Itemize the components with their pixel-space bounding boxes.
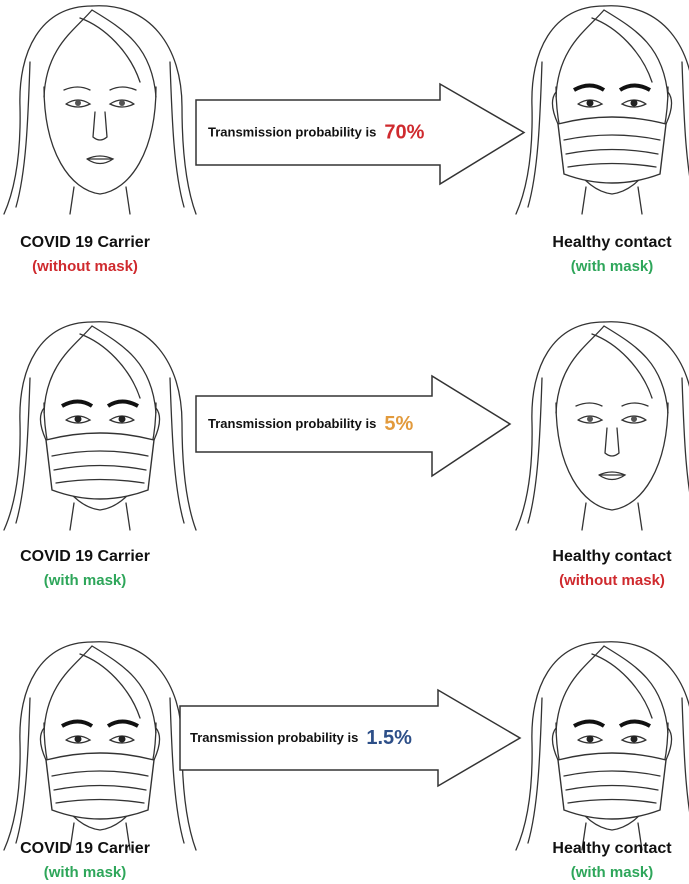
transmission-label: Transmission probability is [190,730,358,745]
transmission-value: 70% [384,122,424,144]
carrier-mask: (with mask) [44,864,127,881]
carrier-face [4,322,196,530]
carrier-mask: (without mask) [32,258,138,275]
contact-face [516,642,689,850]
contact-face [516,322,689,530]
transmission-label: Transmission probability is [208,125,376,140]
page: Transmission probability is 70% COVID 19 C… [0,0,689,884]
carrier-face [4,642,196,850]
carrier-face [4,6,196,214]
contact-label: Healthy contact [552,234,672,251]
infographic: Transmission probability is 70% COVID 19 C… [0,0,689,884]
carrier-label: COVID 19 Carrier [20,840,150,857]
contact-mask: (with mask) [571,258,654,275]
contact-label: Healthy contact [552,840,672,857]
contact-mask: (with mask) [571,864,654,881]
contact-face [516,6,689,214]
carrier-label: COVID 19 Carrier [20,548,150,565]
carrier-mask: (with mask) [44,572,127,589]
transmission-label: Transmission probability is [208,416,376,431]
transmission-value: 1.5% [366,727,412,749]
contact-mask: (without mask) [559,572,665,589]
carrier-label: COVID 19 Carrier [20,234,150,251]
transmission-value: 5% [384,413,413,435]
contact-label: Healthy contact [552,548,672,565]
